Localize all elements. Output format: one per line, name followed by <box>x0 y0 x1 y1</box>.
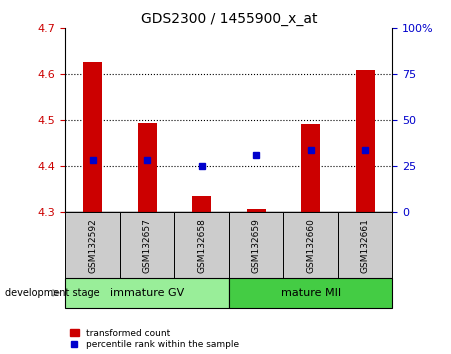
Bar <box>83 62 102 212</box>
Bar <box>120 212 175 278</box>
Text: development stage: development stage <box>5 288 99 298</box>
Bar <box>65 278 229 308</box>
Title: GDS2300 / 1455900_x_at: GDS2300 / 1455900_x_at <box>141 12 317 26</box>
Text: GSM132659: GSM132659 <box>252 218 261 273</box>
Bar <box>65 212 120 278</box>
Bar <box>192 196 211 212</box>
Bar <box>355 70 375 212</box>
Bar <box>338 212 392 278</box>
Bar <box>301 124 320 212</box>
Legend: transformed count, percentile rank within the sample: transformed count, percentile rank withi… <box>70 329 239 349</box>
Text: GSM132592: GSM132592 <box>88 218 97 273</box>
Text: GSM132660: GSM132660 <box>306 218 315 273</box>
Bar <box>175 212 229 278</box>
Bar <box>247 209 266 212</box>
Text: mature MII: mature MII <box>281 288 341 298</box>
Text: GSM132658: GSM132658 <box>197 218 206 273</box>
Bar <box>229 212 283 278</box>
Text: GSM132657: GSM132657 <box>143 218 152 273</box>
Bar <box>229 278 392 308</box>
Text: immature GV: immature GV <box>110 288 184 298</box>
Text: GSM132661: GSM132661 <box>361 218 370 273</box>
Bar <box>138 123 156 212</box>
Bar <box>283 212 338 278</box>
